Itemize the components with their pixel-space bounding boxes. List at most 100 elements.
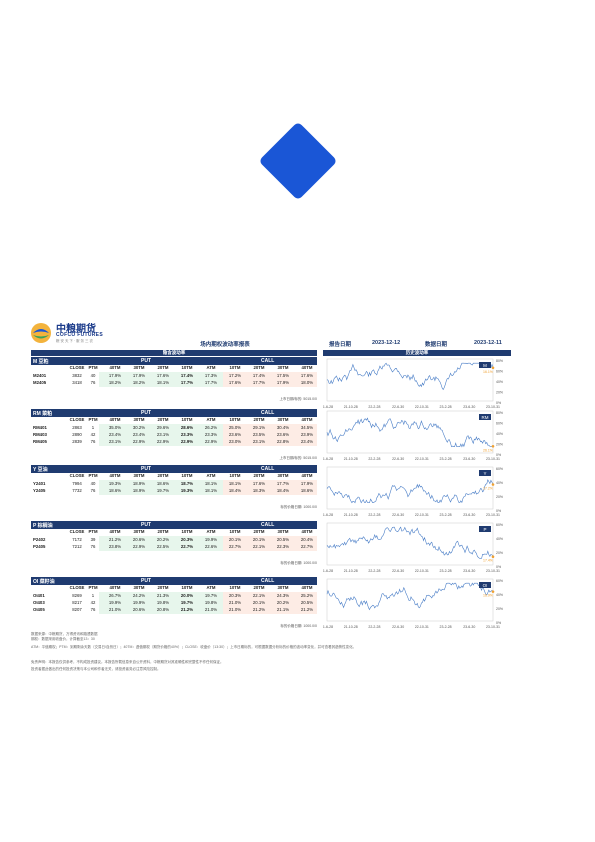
column-header: 30TM (133, 473, 145, 478)
cell-value: 76 (90, 544, 96, 549)
vol-panel: Y 豆油 PUT CALL CLOSE PTM 40TM 30TM 20TM 10TM AT… (31, 465, 317, 515)
cell-value: 17.6% (156, 373, 170, 378)
column-header: 40TM (301, 585, 313, 590)
x-tick-label: 22-10-31 (415, 569, 429, 573)
cell-value: 21.1% (276, 607, 290, 612)
column-header: 30TM (133, 365, 145, 370)
hv-series-line (326, 526, 494, 559)
table-row: P2402 7172 39 21.2% 20.6% 20.2% 20.3% 19.9% 20.1… (31, 537, 317, 544)
cell-value: 20.1% (252, 600, 266, 605)
cell-value: 7172 (72, 537, 82, 542)
call-label: CALL (261, 466, 275, 472)
cell-value: 18.9% (132, 481, 146, 486)
brand-name-en: COFCO FUTURES (56, 332, 103, 338)
cell-value: 23.4% (132, 432, 146, 437)
vol-panel: OI 菜籽油 PUT CALL CLOSE PTM 40TM 30TM 20TM 10TM… (31, 577, 317, 628)
cell-value: 23.1% (156, 432, 170, 437)
column-header: 10TM (181, 473, 193, 478)
contract-code: RM401 (33, 425, 47, 430)
x-tick-label: 23-10-31 (486, 569, 500, 573)
column-header: 40TM (301, 529, 313, 534)
last-point-marker (491, 590, 495, 593)
column-header: 10TM (181, 585, 193, 590)
note-method: 期权：数据采用收盘价，计算截至13：30 (31, 637, 95, 641)
x-tick-label: 21-10-28 (344, 569, 358, 573)
cell-value: 76 (90, 380, 96, 385)
column-header: PTM (88, 473, 98, 478)
series-tag (479, 582, 491, 588)
series-code: P (483, 527, 486, 532)
plot-area (326, 466, 494, 510)
cell-value: 24.3% (276, 593, 290, 598)
panel-footnote: 标的价格日期: 1000.0/0 (280, 505, 317, 509)
x-tick-label: 23-10-31 (486, 405, 500, 409)
cell-value: 23.3% (180, 432, 194, 437)
x-tick-label: 23-6-30 (463, 625, 475, 629)
column-header: PTM (88, 585, 98, 590)
cell-value: 17.7% (276, 481, 290, 486)
cell-value: 22.9% (156, 439, 170, 444)
cell-value: 76 (90, 607, 96, 612)
vol-panel: P 棕榈油 PUT CALL CLOSE PTM 40TM 30TM 20TM 10TM A… (31, 521, 317, 571)
cell-value: 17.6% (300, 373, 314, 378)
cell-value: 20.5% (276, 537, 290, 542)
cell-value: 17.7% (204, 380, 218, 385)
cell-value: 23.1% (108, 439, 122, 444)
cell-value: 18.0% (300, 380, 314, 385)
call-region (223, 536, 317, 551)
series-code: Y (483, 471, 486, 476)
cell-value: 24.2% (132, 593, 146, 598)
cell-value: 20.4% (300, 537, 314, 542)
hv-chart-svg: 16.1% M 80% 60% 40% 20% 0% 21-6-28 21-10-28 22-2-… (321, 358, 503, 409)
call-region (223, 372, 317, 387)
cell-value: 19.8% (156, 600, 170, 605)
put-label: PUT (141, 410, 151, 416)
column-header: CLOSE (69, 529, 85, 534)
column-header: ATM (206, 585, 216, 590)
y-tick-label: 80% (496, 359, 503, 363)
cell-value: 17.7% (252, 380, 266, 385)
cell-value: 19.9% (108, 600, 122, 605)
panel-footnote: 标的价格日期: 1000.0/0 (280, 624, 317, 628)
x-tick-label: 23-10-31 (486, 513, 500, 517)
cell-value: 18.6% (108, 488, 122, 493)
cell-value: 21.2% (300, 607, 314, 612)
cell-value: 25.0% (228, 425, 242, 430)
put-region (99, 372, 223, 387)
x-tick-label: 23-2-28 (440, 569, 452, 573)
cell-value: 20.8% (156, 607, 170, 612)
column-header: PTM (88, 529, 98, 534)
last-point-marker (491, 483, 495, 486)
cell-value: 23.9% (300, 432, 314, 437)
x-tick-label: 23-6-30 (463, 569, 475, 573)
x-tick-label: 21-6-28 (323, 405, 333, 409)
cell-value: 17.2% (228, 373, 242, 378)
y-tick-label: 20% (496, 607, 503, 611)
x-tick-label: 23-6-30 (463, 405, 475, 409)
table-row: P2405 7212 76 23.8% 22.9% 22.5% 22.7% 22.6% 22.7… (31, 544, 317, 551)
put-label: PUT (141, 358, 151, 364)
cell-value: 7732 (72, 488, 82, 493)
hv-chart-svg: 17.2% Y 60% 40% 20% 0% 21-6-28 21-10-28 22-2-28 2… (321, 466, 503, 517)
panel-header: M 豆粕 PUT CALL (31, 357, 317, 365)
series-code: M (483, 363, 487, 368)
cell-value: 17.6% (228, 380, 242, 385)
column-headers: CLOSE PTM 40TM 30TM 20TM 10TM ATM 10TM 20TM 30TM 4… (31, 417, 317, 424)
hv-series-line (326, 362, 494, 391)
column-header: CLOSE (69, 473, 85, 478)
column-header: 40TM (301, 473, 313, 478)
column-header: 10TM (229, 529, 241, 534)
contract-code: Y2405 (33, 488, 46, 493)
cell-value: 18.1% (156, 380, 170, 385)
hv-chart: 17.4% P 60% 40% 20% 0% 21-6-28 21-10-28 22-2-28 2… (321, 521, 511, 579)
cell-value: 20.1% (252, 537, 266, 542)
last-point-marker (491, 366, 495, 370)
column-header: 20TM (253, 365, 265, 370)
cell-value: 8269 (72, 593, 82, 598)
cell-value: 29.1% (252, 425, 266, 430)
cell-value: 17.9% (132, 373, 146, 378)
x-tick-label: 23-2-28 (440, 457, 452, 461)
contract-code: P2405 (33, 544, 46, 549)
data-date: 2023-12-11 (474, 340, 502, 346)
x-tick-label: 22-2-28 (368, 457, 380, 461)
